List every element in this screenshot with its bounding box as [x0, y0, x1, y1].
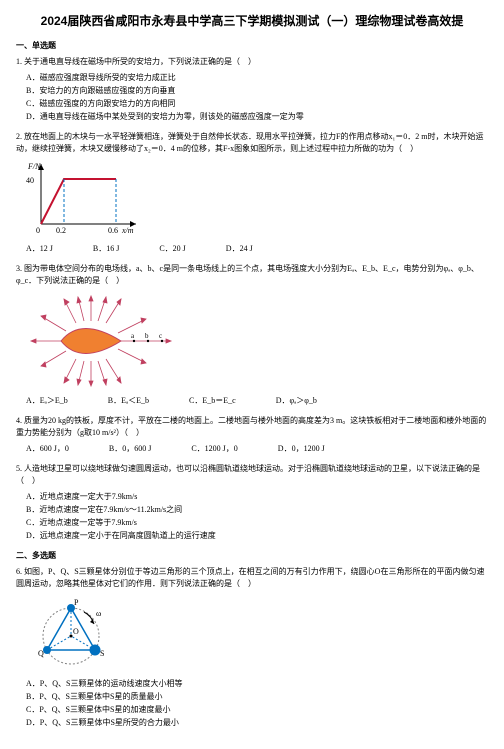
question-6: 6. 如图，P、Q、S三颗星体分别位于等边三角形的三个顶点上，在相互之间的万有引…	[16, 566, 488, 729]
q1-options: A．磁感应强度跟导线所受的安培力成正比 B．安培力的方向跟磁感应强度的方向垂直 …	[26, 72, 488, 123]
q6-optA: A．P、Q、S三颗星体的运动线速度大小相等	[26, 678, 488, 690]
q5-stem: 5. 人造地球卫星可以绕地球做匀速圆周运动，也可以沿椭圆轨道绕地球运动。对于沿椭…	[16, 463, 488, 487]
q6-options: A．P、Q、S三颗星体的运动线速度大小相等 B．P、Q、S三颗星体中S星的质量最…	[26, 678, 488, 729]
q4-optC: C．1200 J，0	[191, 443, 237, 455]
svg-text:40: 40	[26, 176, 34, 185]
q1-optB: B．安培力的方向跟磁感应强度的方向垂直	[26, 85, 488, 97]
q2-optB: B．16 J	[93, 243, 119, 255]
q4-optD: D．0，1200 J	[278, 443, 325, 455]
q1-optD: D．通电直导线在磁场中某处受到的安培力为零，则该处的磁感应强度一定为零	[26, 111, 488, 123]
svg-text:Q: Q	[38, 649, 44, 658]
svg-text:F/N: F/N	[27, 162, 41, 171]
svg-text:c: c	[159, 332, 162, 340]
q3-optC: C．E_b＝E_c	[189, 395, 236, 407]
q4-options: A．600 J，0 B．0，600 J C．1200 J，0 D．0，1200 …	[26, 443, 488, 455]
q5-options: A．近地点速度一定大于7.9km/s B．近地点速度一定在7.9km/s～11.…	[26, 491, 488, 542]
q3-options: A．Eₐ＞E_b B．Eₐ＜E_b C．E_b＝E_c D．φₐ＞φ_b	[26, 395, 488, 407]
q3-optB: B．Eₐ＜E_b	[108, 395, 149, 407]
svg-text:0.2: 0.2	[56, 226, 66, 235]
question-5: 5. 人造地球卫星可以绕地球做匀速圆周运动，也可以沿椭圆轨道绕地球运动。对于沿椭…	[16, 463, 488, 542]
q6-optD: D．P、Q、S三颗星体中S星所受的合力最小	[26, 717, 488, 729]
q3-figure: a b c	[26, 291, 488, 391]
svg-text:S: S	[100, 649, 104, 658]
q1-stem: 1. 关于通电直导线在磁场中所受的安培力，下列说法正确的是（ ）	[16, 56, 488, 68]
q3-stem: 3. 图为带电体空间分布的电场线，a、b、c是同一条电场线上的三个点，其电场强度…	[16, 263, 488, 287]
question-2: 2. 放在地面上的木块与一水平轻弹簧相连，弹簧处于自然伸长状态．现用水平拉弹簧，…	[16, 131, 488, 255]
q2-optA: A．12 J	[26, 243, 53, 255]
q4-stem: 4. 质量为20 kg的铁板，厚度不计，平放在二楼的地面上。二楼地面与楼外地面的…	[16, 415, 488, 439]
svg-text:x/m: x/m	[121, 226, 134, 235]
q5-optC: C．近地点速度一定等于7.9km/s	[26, 517, 488, 529]
q5-optB: B．近地点速度一定在7.9km/s～11.2km/s之间	[26, 504, 488, 516]
question-4: 4. 质量为20 kg的铁板，厚度不计，平放在二楼的地面上。二楼地面与楼外地面的…	[16, 415, 488, 455]
q6-optB: B．P、Q、S三颗星体中S星的质量最小	[26, 691, 488, 703]
svg-text:a: a	[131, 332, 135, 340]
q2-optD: D．24 J	[226, 243, 253, 255]
q5-optD: D．远地点速度一定小于在同高度圆轨道上的运行速度	[26, 530, 488, 542]
question-3: 3. 图为带电体空间分布的电场线，a、b、c是同一条电场线上的三个点，其电场强度…	[16, 263, 488, 407]
q6-optC: C．P、Q、S三颗星体中S星的加速度最小	[26, 704, 488, 716]
q2-options: A．12 J B．16 J C．20 J D．24 J	[26, 243, 488, 255]
q5-optA: A．近地点速度一定大于7.9km/s	[26, 491, 488, 503]
page-title: 2024届陕西省咸阳市永寿县中学高三下学期模拟测试（一）理综物理试卷高效提	[16, 12, 488, 30]
q2-stem: 2. 放在地面上的木块与一水平轻弹簧相连，弹簧处于自然伸长状态．现用水平拉弹簧，…	[16, 131, 488, 155]
q1-optA: A．磁感应强度跟导线所受的安培力成正比	[26, 72, 488, 84]
q4-optA: A．600 J，0	[26, 443, 69, 455]
svg-text:ω: ω	[96, 609, 101, 618]
q2-optC: C．20 J	[159, 243, 185, 255]
q4-optB: B．0，600 J	[109, 443, 151, 455]
svg-text:O: O	[73, 627, 79, 636]
svg-text:b: b	[145, 332, 149, 340]
section2-title: 二、多选题	[16, 550, 488, 562]
q3-optA: A．Eₐ＞E_b	[26, 395, 68, 407]
question-1: 1. 关于通电直导线在磁场中所受的安培力，下列说法正确的是（ ） A．磁感应强度…	[16, 56, 488, 123]
svg-text:0: 0	[36, 226, 40, 235]
q6-stem: 6. 如图，P、Q、S三颗星体分别位于等边三角形的三个顶点上，在相互之间的万有引…	[16, 566, 488, 590]
section1-title: 一、单选题	[16, 40, 488, 52]
svg-text:P: P	[74, 598, 79, 607]
q6-figure: P Q S O ω	[26, 594, 488, 674]
svg-text:0.6: 0.6	[108, 226, 118, 235]
q2-chart: 40 0 0.2 0.6 x/m F/N	[26, 159, 488, 239]
q3-optD: D．φₐ＞φ_b	[276, 395, 317, 407]
q1-optC: C．磁感应强度的方向跟安培力的方向相同	[26, 98, 488, 110]
